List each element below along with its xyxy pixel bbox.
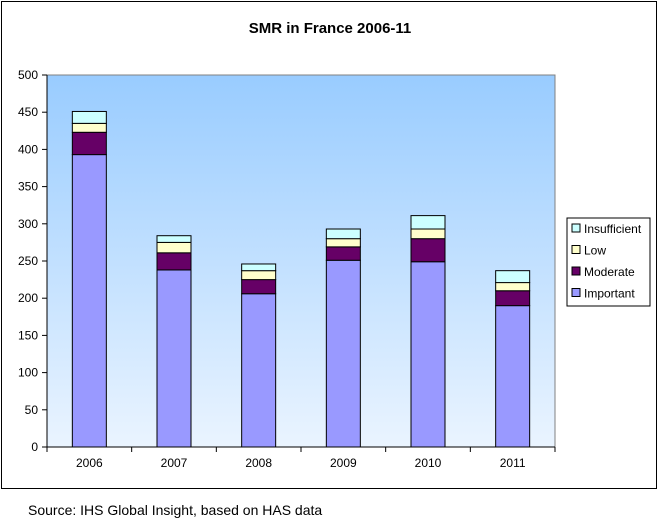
bar-insufficient-2009 xyxy=(325,228,361,240)
bar-insufficient-2006 xyxy=(71,110,107,124)
y-tick-label-400: 400 xyxy=(18,142,38,156)
bar-low-2006 xyxy=(71,122,107,133)
y-tick-label-100: 100 xyxy=(18,366,38,380)
bar-insufficient-2007 xyxy=(156,235,192,243)
x-tick-label-2009: 2009 xyxy=(330,456,357,470)
bar-important-2010 xyxy=(410,261,446,448)
y-tick-label-250: 250 xyxy=(18,254,38,268)
y-tick-label-150: 150 xyxy=(18,328,38,342)
x-tick-label-2007: 2007 xyxy=(161,456,188,470)
x-tick-label-2008: 2008 xyxy=(245,456,272,470)
legend-swatch-moderate xyxy=(571,266,581,276)
bar-moderate-2007 xyxy=(156,252,192,271)
legend-label-insufficient: Insufficient xyxy=(584,222,642,236)
bar-insufficient-2008 xyxy=(241,263,277,272)
bar-moderate-2010 xyxy=(410,238,446,263)
y-tick-label-0: 0 xyxy=(31,440,38,454)
y-tick-label-450: 450 xyxy=(18,105,38,119)
legend-swatch-insufficient xyxy=(571,223,581,233)
legend-label-low: Low xyxy=(584,244,606,258)
stacked-bar-chart: SMR in France 2006-11 2006 2007 2008 2009 20… xyxy=(18,20,651,470)
y-tick-label-500: 500 xyxy=(18,68,38,82)
x-tick-label-2011: 2011 xyxy=(500,456,526,470)
bar-important-2011 xyxy=(495,305,531,448)
bar-low-2007 xyxy=(156,241,192,254)
bar-low-2010 xyxy=(410,228,446,240)
x-tick-label-2010: 2010 xyxy=(415,456,442,470)
chart-title: SMR in France 2006-11 xyxy=(249,20,412,37)
legend-swatch-important xyxy=(571,288,581,297)
legend-swatch-low xyxy=(571,245,581,254)
y-tick-label-350: 350 xyxy=(18,180,38,194)
source-note: Source: IHS Global Insight, based on HAS… xyxy=(28,502,323,518)
bar-important-2007 xyxy=(156,269,192,448)
bar-moderate-2008 xyxy=(241,279,277,295)
legend-box xyxy=(566,217,651,307)
bar-low-2011 xyxy=(495,282,531,292)
bar-important-2008 xyxy=(241,293,277,448)
y-tick-label-200: 200 xyxy=(18,291,38,305)
bar-moderate-2011 xyxy=(495,290,531,307)
legend-label-important: Important xyxy=(584,287,635,301)
bar-moderate-2009 xyxy=(325,246,361,261)
plot-area xyxy=(46,74,556,448)
bar-low-2008 xyxy=(241,270,277,281)
bar-insufficient-2010 xyxy=(410,215,446,230)
bar-moderate-2006 xyxy=(71,131,107,156)
bar-important-2006 xyxy=(71,154,107,448)
y-tick-label-300: 300 xyxy=(18,217,38,231)
bar-low-2009 xyxy=(325,238,361,248)
legend-label-moderate: Moderate xyxy=(584,265,635,279)
bar-important-2009 xyxy=(325,259,361,448)
y-tick-label-50: 50 xyxy=(25,403,39,417)
x-tick-label-2006: 2006 xyxy=(76,456,103,470)
bar-insufficient-2011 xyxy=(495,270,531,284)
